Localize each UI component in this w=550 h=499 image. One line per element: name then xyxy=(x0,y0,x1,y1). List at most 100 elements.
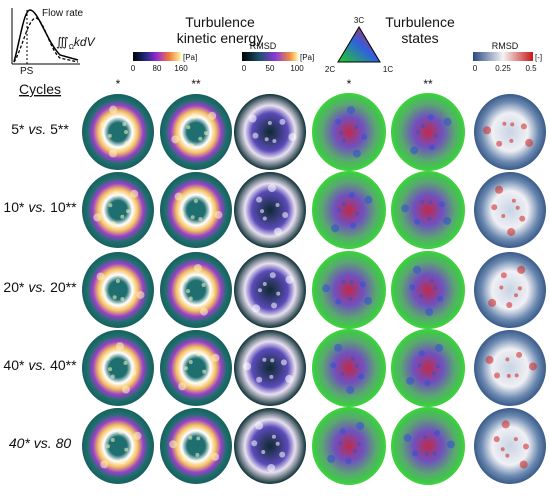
integral-text: kdV xyxy=(74,35,96,49)
slice-speckle xyxy=(338,441,343,446)
slice-speckle xyxy=(401,204,410,213)
slice-image xyxy=(474,94,546,170)
slice-blob xyxy=(474,252,546,328)
slice-speckle xyxy=(327,454,336,463)
column-marker: * xyxy=(116,77,121,91)
slice-image xyxy=(391,407,465,485)
slice-speckle xyxy=(517,286,522,291)
colorbar-tick: 0 xyxy=(242,64,247,73)
slice-speckle xyxy=(358,373,365,380)
slice-blob xyxy=(312,329,386,407)
slice-speckle xyxy=(432,371,437,376)
slice-image xyxy=(234,94,306,170)
slice-speckle xyxy=(341,279,346,284)
slice-speckle xyxy=(429,278,434,283)
row-right: 40** xyxy=(50,357,77,373)
slice-speckle xyxy=(499,285,504,290)
slice-speckle xyxy=(195,452,200,457)
slice-image xyxy=(234,408,306,484)
slice-speckle xyxy=(120,296,125,301)
slice-speckle xyxy=(355,211,360,216)
slice-speckle xyxy=(500,447,505,452)
slice-speckle xyxy=(193,199,198,204)
slice-speckle xyxy=(346,385,355,394)
row-vs: vs. xyxy=(28,357,46,373)
slice-speckle xyxy=(505,357,510,362)
slice-speckle xyxy=(269,272,276,279)
slice-image xyxy=(82,330,154,406)
states-title: states xyxy=(401,30,438,46)
slice-speckle xyxy=(117,428,124,435)
row-right: 10** xyxy=(50,199,77,215)
slice-speckle xyxy=(510,122,515,127)
slice-image xyxy=(82,172,154,248)
row-right: 5** xyxy=(50,121,69,137)
slice-speckle xyxy=(511,198,516,203)
column-marker: * xyxy=(347,77,352,91)
slice-speckle xyxy=(182,276,189,283)
row-right: 20** xyxy=(50,279,77,295)
rows-header: Cycles xyxy=(19,81,61,97)
slice-speckle xyxy=(203,131,208,136)
slice-blob xyxy=(82,94,154,170)
slice-speckle xyxy=(271,434,276,439)
slice-speckle xyxy=(100,121,107,128)
slice-speckle xyxy=(110,437,115,442)
slice-image xyxy=(391,329,465,407)
slice-speckle xyxy=(188,435,193,440)
slice-speckle xyxy=(443,216,452,225)
slice-speckle xyxy=(432,451,437,456)
integral-sign: ∭ xyxy=(56,35,69,49)
colorbar-tick: 0 xyxy=(131,64,136,73)
slice-speckle xyxy=(188,359,193,364)
slice-speckle xyxy=(517,265,526,274)
slice-speckle xyxy=(417,363,422,368)
slice-image xyxy=(160,252,232,328)
slice-speckle xyxy=(331,224,340,233)
slice-speckle xyxy=(109,149,118,158)
slice-image xyxy=(234,172,306,248)
slice-speckle xyxy=(199,307,208,316)
slice-blob xyxy=(474,330,546,406)
slice-speckle xyxy=(133,431,142,440)
colorbar-tick: 100 xyxy=(290,64,304,73)
slice-speckle xyxy=(519,215,526,222)
slice-speckle xyxy=(193,264,202,273)
slice-speckle xyxy=(211,353,220,362)
slice-speckle xyxy=(202,369,207,374)
slice-speckle xyxy=(485,355,494,364)
slice-speckle xyxy=(330,362,337,369)
slice-speckle xyxy=(262,216,267,221)
slice-speckle xyxy=(506,373,511,378)
slice-speckle xyxy=(260,209,265,214)
slice-speckle xyxy=(112,295,117,300)
slice-speckle xyxy=(446,440,455,449)
slice-speckle xyxy=(124,447,129,452)
slice-speckle xyxy=(188,296,193,301)
slice-speckle xyxy=(443,117,452,126)
slice-speckle xyxy=(269,374,274,379)
slice-blob xyxy=(160,94,232,170)
slice-speckle xyxy=(339,428,346,435)
slice-speckle xyxy=(361,133,368,140)
row-left: 40* xyxy=(3,357,25,373)
slice-speckle xyxy=(214,210,223,219)
slice-speckle xyxy=(178,382,187,391)
slice-blob xyxy=(82,172,154,248)
slice-image xyxy=(82,252,154,328)
slice-speckle xyxy=(197,380,204,387)
slice-speckle xyxy=(208,111,217,120)
slice-speckle xyxy=(509,138,514,143)
row-vs: vs. xyxy=(28,121,46,137)
slice-speckle xyxy=(100,290,107,297)
colorbar-label: RMSD xyxy=(492,41,519,51)
slice-speckle xyxy=(171,135,180,144)
slice-speckle xyxy=(285,374,294,383)
slice-speckle xyxy=(275,203,280,208)
slice-image xyxy=(234,252,306,328)
colorbar-tick: 80 xyxy=(153,64,162,73)
slice-speckle xyxy=(334,343,343,352)
slice-speckle xyxy=(507,227,516,236)
slice-blob xyxy=(234,172,306,248)
slice-speckle xyxy=(108,367,113,372)
